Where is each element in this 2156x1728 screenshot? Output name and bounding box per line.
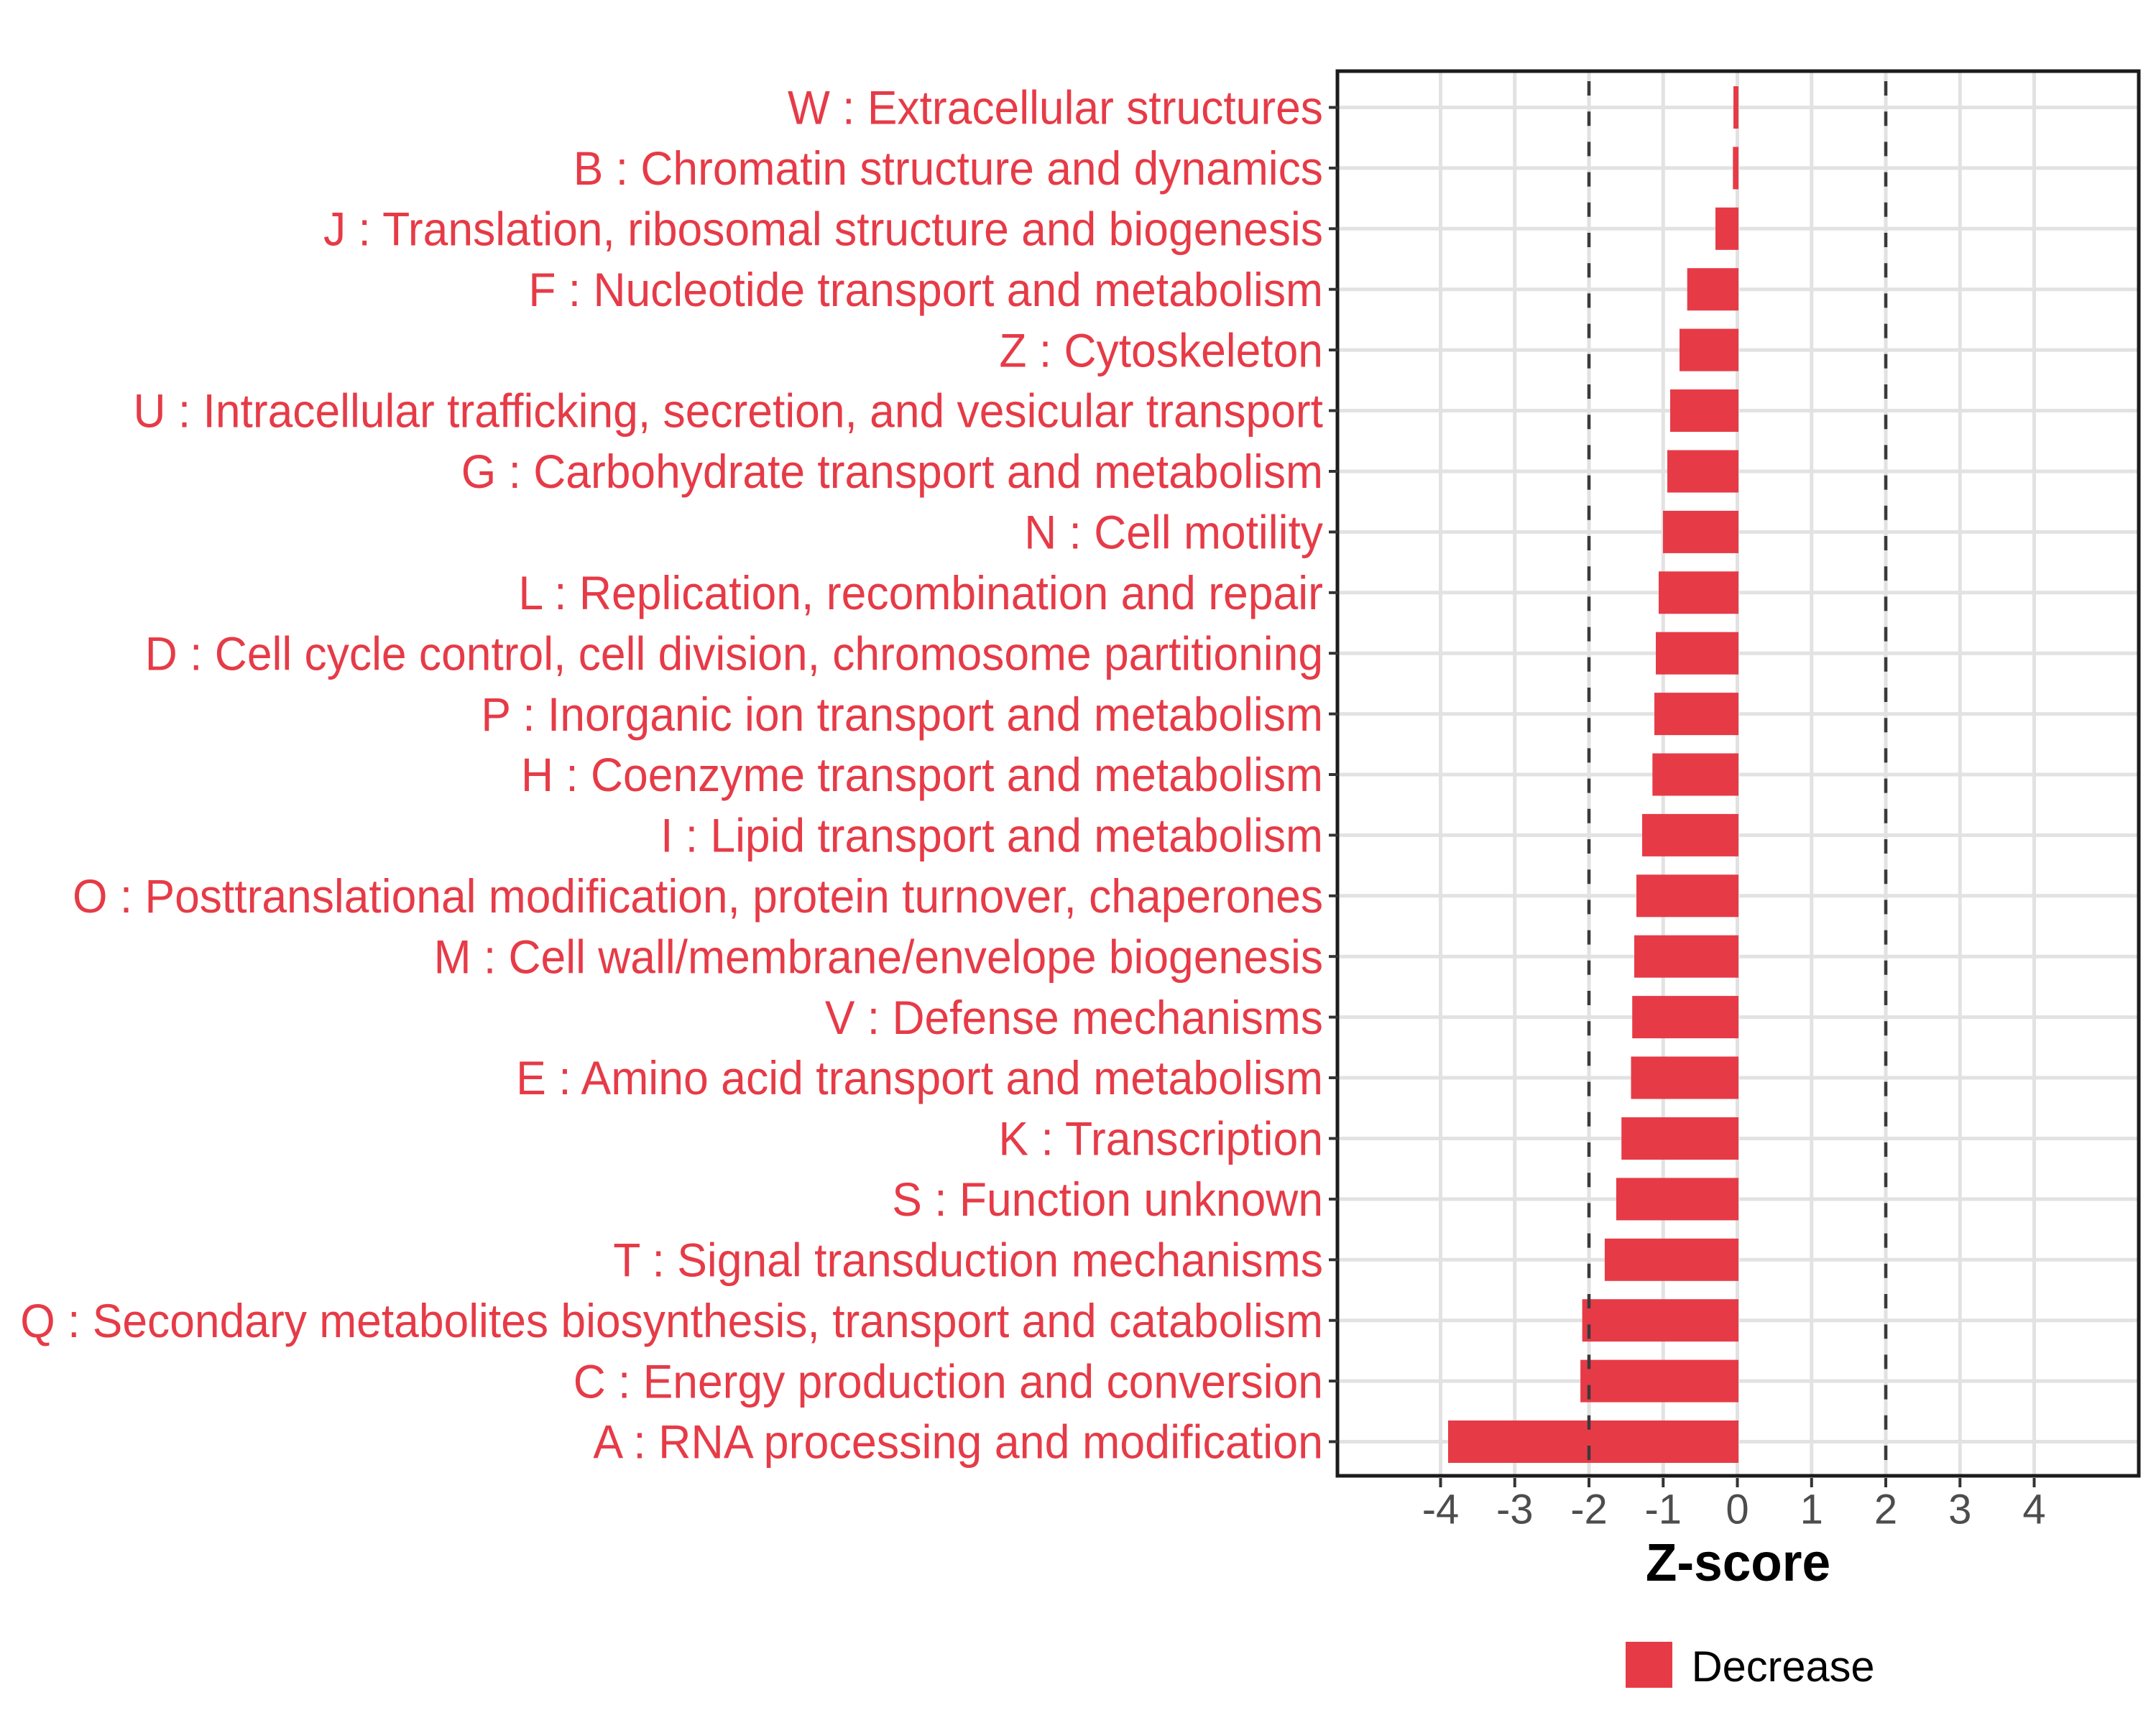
svg-text:Q : Secondary metabolites bios: Q : Secondary metabolites biosynthesis, … <box>20 1294 1323 1347</box>
svg-text:-1: -1 <box>1644 1487 1682 1533</box>
svg-text:J : Translation, ribosomal str: J : Translation, ribosomal structure and… <box>323 203 1323 256</box>
svg-text:3: 3 <box>1948 1487 1971 1533</box>
svg-text:U : Intracellular trafficking,: U : Intracellular trafficking, secretion… <box>134 384 1324 438</box>
svg-text:H : Coenzyme transport and met: H : Coenzyme transport and metabolism <box>521 748 1323 801</box>
svg-text:Decrease: Decrease <box>1692 1642 1875 1691</box>
svg-text:D : Cell cycle control, cell d: D : Cell cycle control, cell division, c… <box>145 627 1323 680</box>
svg-text:M : Cell wall/membrane/envelop: M : Cell wall/membrane/envelope biogenes… <box>434 930 1323 983</box>
svg-text:B : Chromatin structure and dy: B : Chromatin structure and dynamics <box>573 142 1323 195</box>
svg-text:-4: -4 <box>1422 1487 1460 1533</box>
svg-text:F : Nucleotide transport and m: F : Nucleotide transport and metabolism <box>528 263 1323 316</box>
svg-text:P : Inorganic ion transport an: P : Inorganic ion transport and metaboli… <box>481 688 1323 741</box>
svg-text:T : Signal transduction mechan: T : Signal transduction mechanisms <box>613 1234 1323 1287</box>
svg-text:0: 0 <box>1726 1487 1749 1533</box>
svg-text:I : Lipid transport and metabo: I : Lipid transport and metabolism <box>660 809 1323 862</box>
svg-text:K : Transcription: K : Transcription <box>998 1112 1323 1165</box>
svg-text:-2: -2 <box>1570 1487 1608 1533</box>
svg-text:Z : Cytoskeleton: Z : Cytoskeleton <box>999 323 1323 376</box>
svg-text:A : RNA processing and modific: A : RNA processing and modification <box>593 1415 1323 1469</box>
svg-text:W : Extracellular structures: W : Extracellular structures <box>788 81 1323 134</box>
svg-text:E : Amino acid transport and m: E : Amino acid transport and metabolism <box>516 1051 1323 1104</box>
svg-text:O : Posttranslational modifica: O : Posttranslational modification, prot… <box>73 869 1323 923</box>
svg-text:V : Defense mechanisms: V : Defense mechanisms <box>825 991 1323 1044</box>
svg-text:L : Replication, recombination: L : Replication, recombination and repai… <box>518 566 1323 619</box>
svg-text:C : Energy production and conv: C : Energy production and conversion <box>573 1354 1323 1408</box>
svg-text:2: 2 <box>1874 1487 1897 1533</box>
svg-text:S : Function unknown: S : Function unknown <box>892 1173 1323 1226</box>
svg-text:Z-score: Z-score <box>1646 1533 1830 1592</box>
svg-text:N : Cell motility: N : Cell motility <box>1024 506 1323 559</box>
svg-text:G : Carbohydrate transport and: G : Carbohydrate transport and metabolis… <box>461 445 1323 498</box>
svg-text:-3: -3 <box>1496 1487 1534 1533</box>
svg-text:4: 4 <box>2022 1487 2045 1533</box>
svg-text:1: 1 <box>1800 1487 1823 1533</box>
